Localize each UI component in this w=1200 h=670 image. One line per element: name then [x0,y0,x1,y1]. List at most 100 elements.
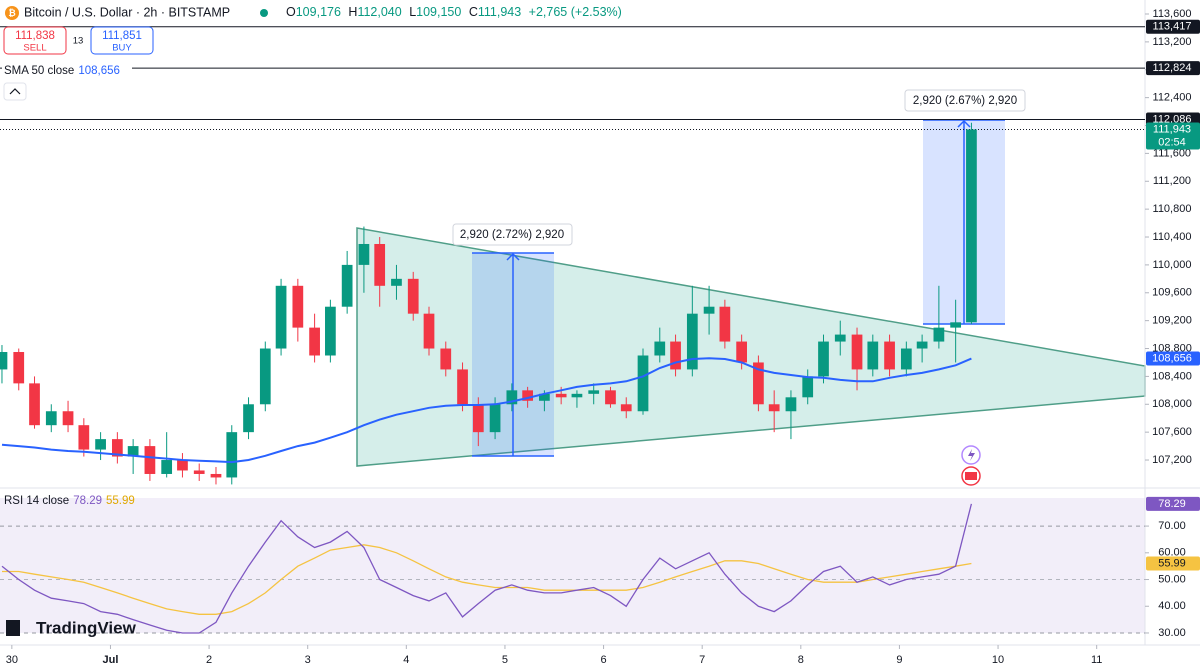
quote-value: 109,176 [296,5,341,19]
candle-body [78,425,90,450]
candle-body [226,432,238,478]
candle-body [900,348,912,370]
candle-body [62,411,74,426]
candle-body [423,313,435,349]
x-tick-label: 8 [798,654,804,666]
candle-body [275,285,287,349]
price-line-label: 112,824 [1153,62,1192,74]
candle-body [933,327,945,342]
candle-body [374,243,386,286]
rsi-y-tick-label: 70.00 [1158,520,1186,532]
candle-body [259,348,271,405]
quote: O109,176 H112,040 L109,150 C111,943 +2,7… [286,5,622,19]
candle-body [127,446,139,457]
y-tick-label: 111,200 [1153,175,1191,187]
candle-body [620,404,632,412]
candle-body [440,348,452,370]
y-tick-label: 111,600 [1153,147,1191,159]
y-tick-label: 109,200 [1152,315,1192,327]
candle-body [506,390,518,405]
y-tick-label: 112,400 [1153,92,1192,104]
x-tick-label: 4 [403,654,409,666]
candle-body [161,460,173,474]
price-line-label: 112,086 [1153,113,1192,125]
quote-value: 112,040 [357,5,401,19]
y-tick-label: 109,600 [1152,287,1192,299]
measure-arrowhead [957,119,971,128]
candle-body [111,439,123,457]
y-tick-label: 108,400 [1152,370,1192,382]
symbol[interactable]: Bitcoin / U.S. Dollar · 2h · BITSTAMP [24,5,230,19]
quote-value: 109,150 [416,5,461,19]
y-tick-label: 110,400 [1153,231,1192,243]
countdown: 02:54 [1158,136,1186,148]
sell-button[interactable] [3,26,67,55]
candle-body [834,334,846,342]
candle-body [522,390,533,401]
collapse-button[interactable] [3,82,27,101]
sma-name: SMA 50 close [4,65,74,77]
candle-body [818,341,829,377]
overlay: 2,920 (2.72%) 2,920 2,920 (2.67%) 2,920 … [2,5,1026,637]
candle-body [670,341,681,370]
rsi-ma-last-label: 55.99 [1158,557,1186,569]
rsi-value: 78.29 [73,495,102,507]
y-tick-label: 110,800 [1153,203,1192,215]
last-price-box [1146,122,1200,150]
candle-body [489,404,501,433]
rsi-y-tick-label: 40.00 [1158,600,1186,612]
sma-value: 108,656 [78,65,120,77]
price-line-label-box [1146,61,1200,76]
rsi-ma-value: 55.99 [106,495,135,507]
quote-key: L [409,5,416,19]
x-tick-label: 6 [601,654,607,666]
buy-label: BUY [112,43,132,54]
price-line-label: 113,417 [1153,21,1192,33]
candle-body [407,278,419,314]
price-line-label-box [1146,19,1200,34]
candle-body [243,404,254,433]
candle-body [966,129,977,323]
candle-body [555,393,567,398]
rsi-legend: RSI 14 close 78.29 55.99 [4,495,135,507]
candle-body [29,383,40,426]
candle-body [325,306,336,356]
buy-button[interactable] [90,26,154,55]
candle-body [0,352,8,370]
last-price-label: 111,943 [1153,123,1191,135]
x-tick-label: 5 [502,654,508,666]
candle-body [309,327,320,356]
y-tick-label: 110,000 [1153,259,1192,271]
x-tick-label: 2 [206,654,212,666]
measure-label: 2,920 (2.67%) 2,920 [913,95,1017,107]
rsi-last-label-box [1146,496,1200,511]
logo[interactable]: TradingView [36,618,137,637]
x-tick-label: 30 [6,654,18,666]
candle-body [358,243,370,265]
measure-label: 2,920 (2.72%) 2,920 [460,229,564,241]
rsi-line [1,503,973,634]
quote-key: H [348,5,357,19]
status-dot [260,9,268,17]
candle-body [785,397,797,412]
rsi-name: RSI 14 close [4,495,69,507]
candle-body [177,460,188,471]
candle-body [719,306,731,342]
candle-body [605,390,616,405]
rsi-band-bg [0,498,1145,633]
rsi-ma-last-label-box [1146,556,1200,571]
candle-body [391,278,402,286]
rsi-y-tick-label: 50.00 [1158,573,1186,585]
x-tick-label: 9 [896,654,902,666]
measure-label-box [904,89,1026,112]
spread: 13 [73,36,84,47]
candle-body [95,439,106,450]
y-tick-label: 108,000 [1152,398,1192,410]
y-tick-label: 108,800 [1152,342,1192,354]
sell-price: 111,838 [15,30,55,42]
candle-body [637,355,649,412]
x-tick-label: 11 [1091,654,1102,666]
candle-body [210,473,222,478]
candle-body [654,341,666,356]
candle-body [457,369,468,405]
